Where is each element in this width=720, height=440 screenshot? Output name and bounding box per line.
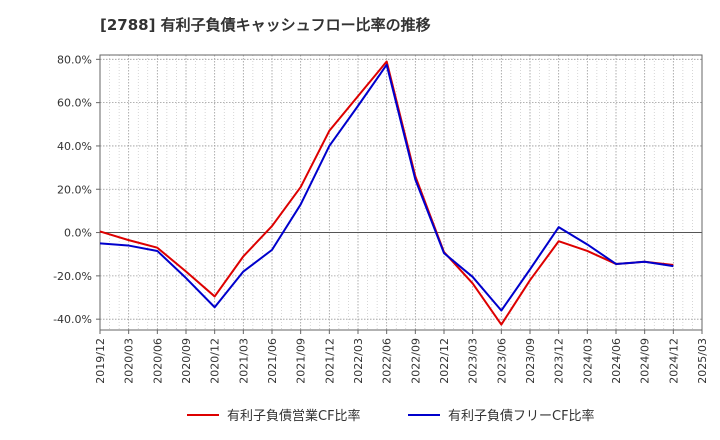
- series-line-1: [99, 60, 674, 326]
- x-tick-label: 2023/09: [524, 338, 537, 384]
- series-line-2: [99, 63, 674, 312]
- y-tick-label: 0.0%: [64, 227, 92, 240]
- x-tick-label: 2023/06: [495, 338, 508, 384]
- y-tick-label: 20.0%: [57, 183, 92, 196]
- chart-title: [2788] 有利子負債キャッシュフロー比率の推移: [100, 16, 431, 34]
- y-tick-label: 60.0%: [57, 97, 92, 110]
- x-tick-label: 2024/06: [610, 338, 623, 384]
- x-tick-label: 2022/06: [381, 338, 394, 384]
- x-tick-label: 2024/03: [581, 338, 594, 384]
- y-tick-label: 80.0%: [57, 53, 92, 66]
- legend-label-2: 有利子負債フリーCF比率: [448, 408, 595, 424]
- y-tick-label: 40.0%: [57, 140, 92, 153]
- x-tick-label: 2021/12: [323, 338, 336, 384]
- plot-area: [100, 55, 702, 330]
- x-tick-label: 2021/09: [295, 338, 308, 384]
- x-tick-label: 2025/03: [696, 338, 709, 384]
- x-tick-label: 2023/03: [467, 338, 480, 384]
- x-tick-label: 2020/12: [209, 338, 222, 384]
- x-tick-label: 2020/03: [123, 338, 136, 384]
- x-tick-label: 2020/09: [180, 338, 193, 384]
- x-tick-label: 2020/06: [151, 338, 164, 384]
- x-tick-label: 2021/03: [237, 338, 250, 384]
- y-tick-label: -20.0%: [53, 270, 92, 283]
- x-tick-label: 2023/12: [553, 338, 566, 384]
- plot-frame: [99, 54, 703, 331]
- x-tick-label: 2024/09: [639, 338, 652, 384]
- x-tick-label: 2024/12: [667, 338, 680, 384]
- x-tick-label: 2022/09: [409, 338, 422, 384]
- y-tick-label: -40.0%: [53, 313, 92, 326]
- x-tick-label: 2022/12: [438, 338, 451, 384]
- x-tick-label: 2021/06: [266, 338, 279, 384]
- x-tick-label: 2022/03: [352, 338, 365, 384]
- legend-label-1: 有利子負債営業CF比率: [227, 408, 361, 424]
- x-tick-label: 2019/12: [94, 338, 107, 384]
